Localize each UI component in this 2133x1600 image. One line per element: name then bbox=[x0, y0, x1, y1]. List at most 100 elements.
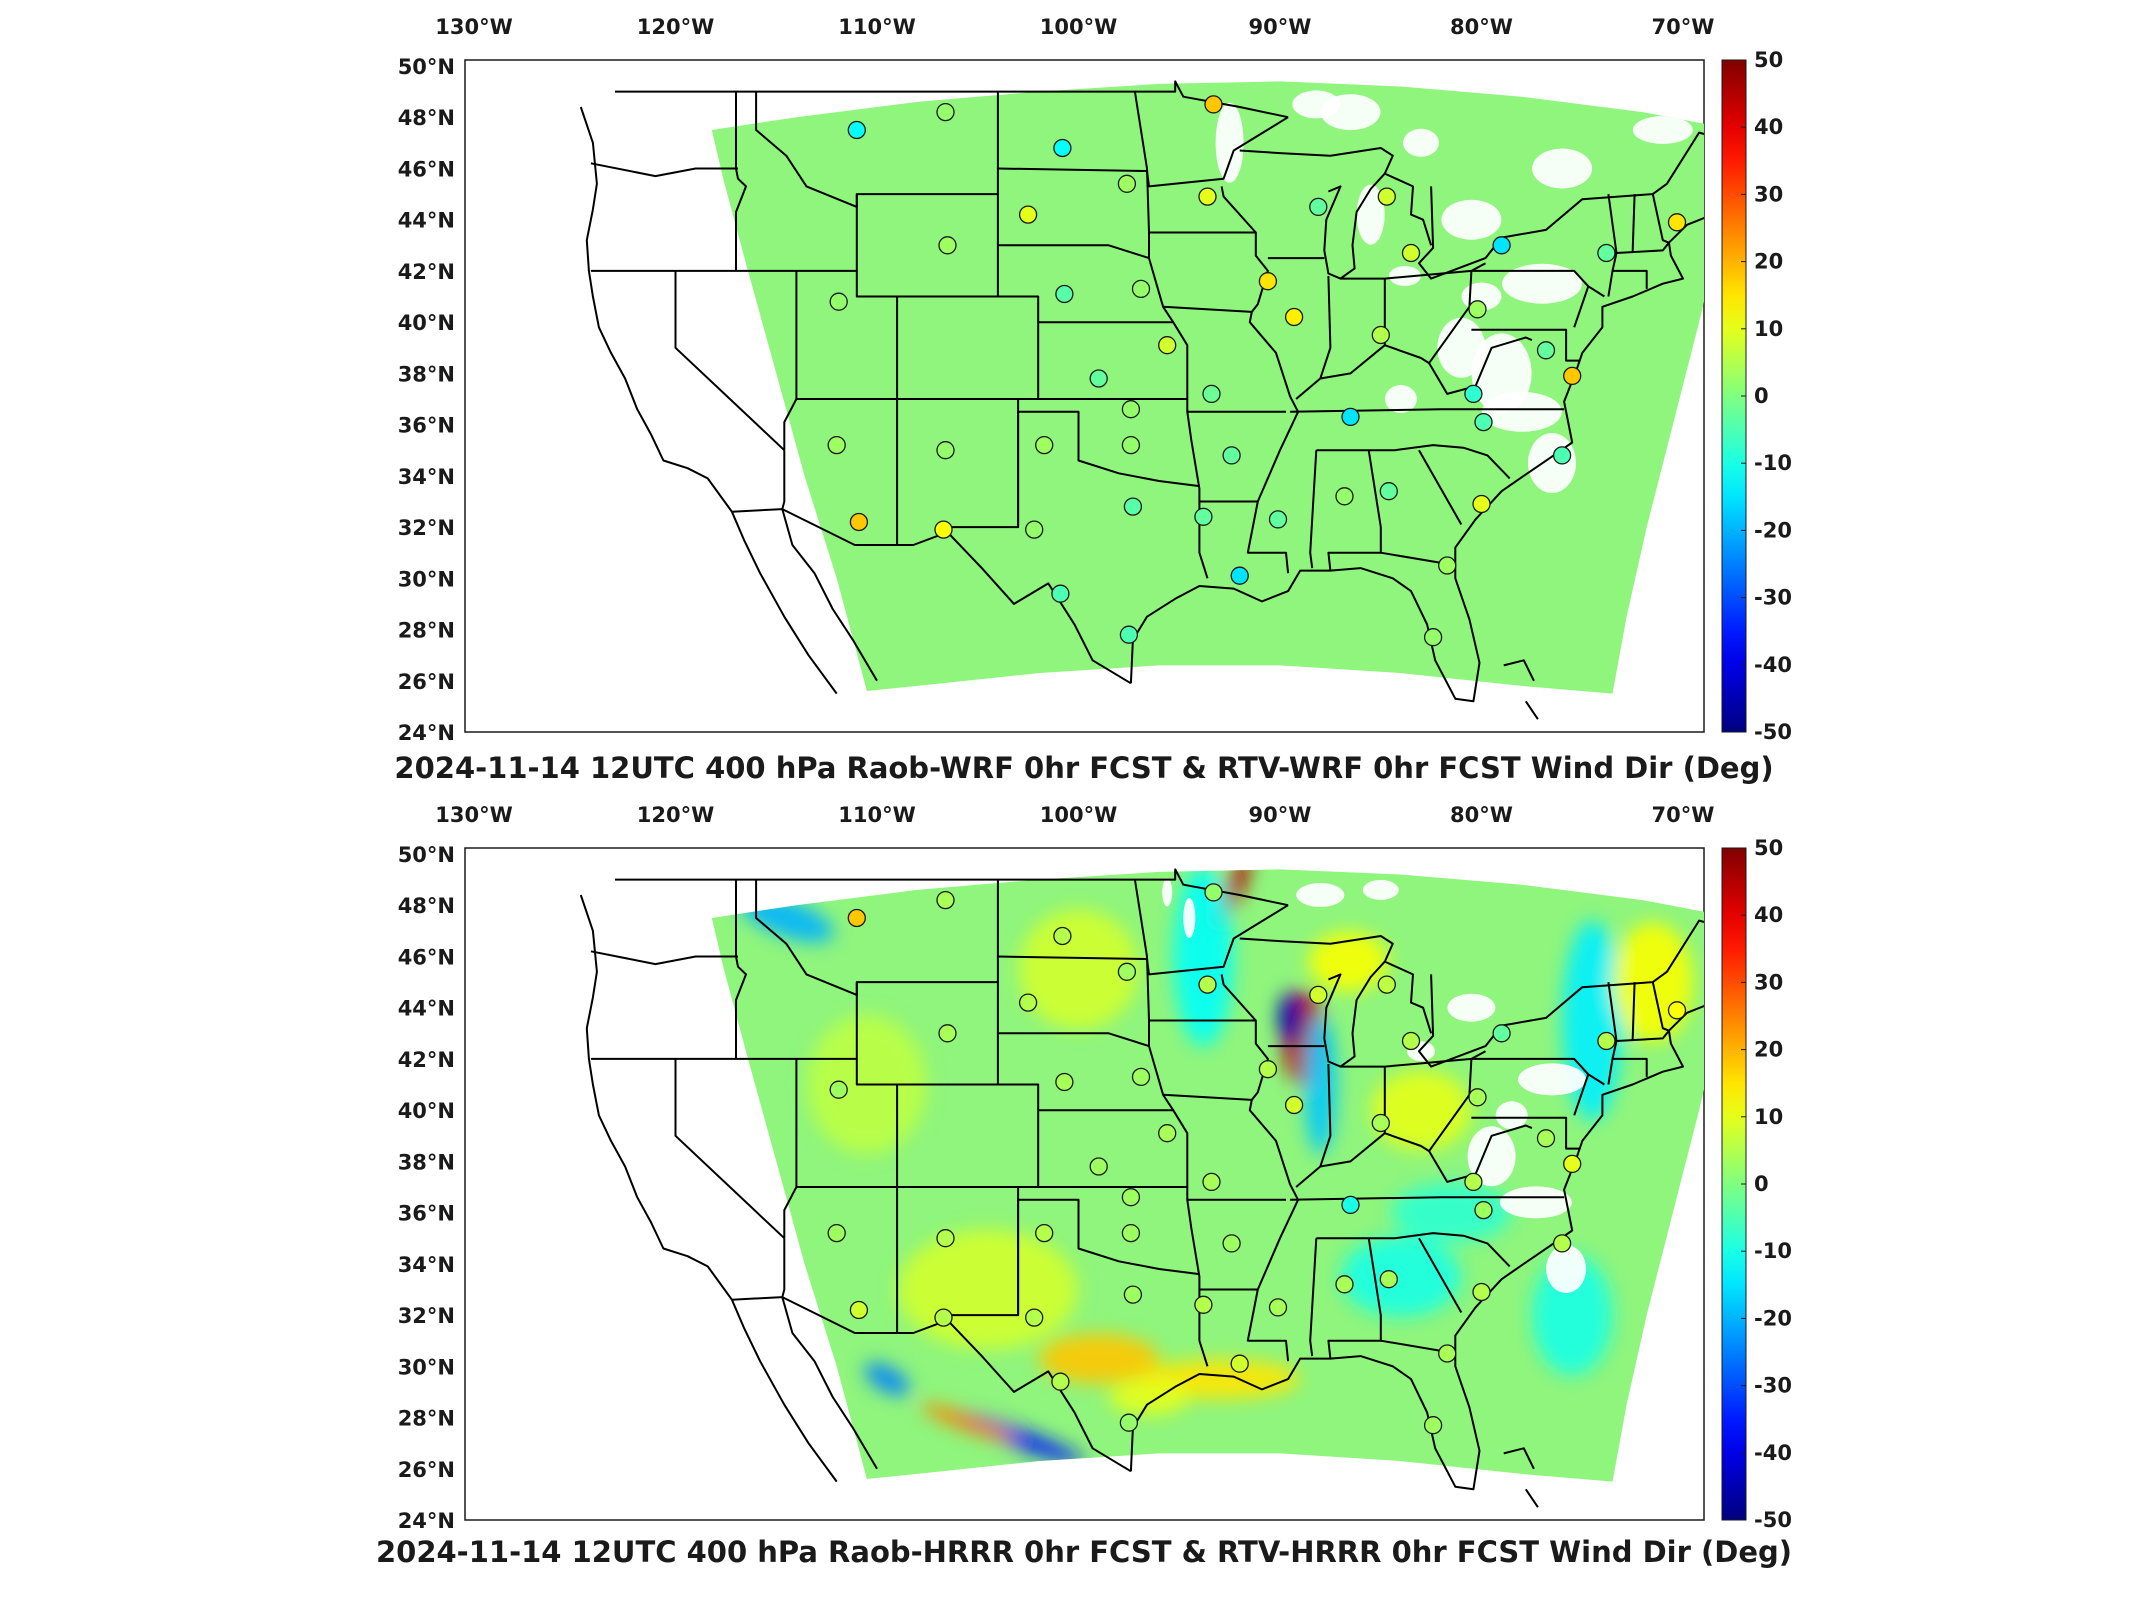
longitude-label: 90°W bbox=[1249, 15, 1312, 39]
raob-station-marker bbox=[1341, 1195, 1360, 1215]
boundary-line bbox=[730, 1299, 838, 1483]
raob-station-marker bbox=[1552, 446, 1572, 465]
boundary-line bbox=[1018, 410, 1200, 488]
raob-station-marker bbox=[1089, 1157, 1108, 1176]
missing-data-patch bbox=[1532, 148, 1593, 189]
raob-station-marker bbox=[934, 520, 953, 539]
missing-data-patch bbox=[1384, 385, 1417, 413]
boundary-line bbox=[1309, 450, 1318, 569]
missing-data-patch bbox=[1403, 128, 1439, 157]
raob-station-marker bbox=[1536, 1129, 1556, 1148]
boundary-line bbox=[731, 508, 1132, 685]
boundary-line bbox=[1320, 1132, 1386, 1168]
missing-data-patch bbox=[1162, 878, 1173, 907]
colorbar-tick-label: 40 bbox=[1754, 115, 1783, 139]
boundary-line bbox=[1384, 960, 1433, 1034]
raob-station-marker bbox=[1131, 1067, 1151, 1087]
missing-data-patch bbox=[1632, 116, 1693, 144]
missing-data-patch bbox=[1362, 879, 1399, 900]
raob-station-marker bbox=[1194, 1295, 1213, 1314]
raob-station-marker bbox=[1222, 1234, 1241, 1253]
boundary-line bbox=[1573, 1073, 1590, 1116]
boundary-line bbox=[1149, 1019, 1300, 1362]
latitude-label: 34°N bbox=[398, 465, 455, 489]
missing-data-patch bbox=[1546, 1245, 1587, 1293]
raob-station-marker bbox=[1055, 1072, 1074, 1092]
missing-data-patch bbox=[1447, 993, 1496, 1022]
boundary-line bbox=[1471, 1116, 1581, 1150]
field-anomaly bbox=[1018, 909, 1139, 1030]
field-anomaly bbox=[1371, 1070, 1471, 1151]
boundary-line bbox=[674, 270, 785, 451]
boundary-line bbox=[1607, 193, 1618, 297]
boundary-line bbox=[1133, 91, 1209, 579]
boundary-line bbox=[1503, 1447, 1535, 1470]
raob-station-marker bbox=[1268, 1298, 1288, 1317]
latitude-label: 28°N bbox=[398, 1407, 455, 1431]
raob-station-marker bbox=[934, 1308, 953, 1327]
field-anomaly bbox=[920, 1404, 1015, 1442]
raob-station-marker bbox=[1597, 243, 1616, 263]
boundary-line bbox=[755, 91, 998, 208]
boundary-line bbox=[1524, 700, 1539, 720]
longitude-label: 110°W bbox=[838, 15, 916, 39]
boundary-line bbox=[1133, 879, 1209, 1367]
boundary-line bbox=[1163, 305, 1252, 313]
missing-data-patch bbox=[1441, 199, 1502, 240]
latitude-label: 48°N bbox=[398, 106, 455, 130]
boundary-line bbox=[1631, 982, 1636, 1042]
raob-station-marker bbox=[1202, 384, 1221, 404]
missing-data-patch bbox=[1481, 391, 1562, 432]
raob-station-marker bbox=[1055, 284, 1074, 304]
raob-station-marker bbox=[1377, 187, 1396, 206]
boundary-line bbox=[997, 167, 1148, 172]
raob-station-marker bbox=[1053, 138, 1072, 158]
boundary-line bbox=[1149, 231, 1300, 574]
raob-station-marker bbox=[1597, 1031, 1616, 1051]
raob-station-marker bbox=[1123, 497, 1143, 516]
longitude-label: 80°W bbox=[1450, 15, 1513, 39]
boundary-line bbox=[1340, 262, 1486, 280]
boundary-line bbox=[1129, 1004, 1704, 1491]
latitude-label: 42°N bbox=[398, 260, 455, 284]
raob-station-marker bbox=[1204, 95, 1223, 114]
longitude-label: 120°W bbox=[637, 15, 715, 39]
latitude-labels-top: 50°N 48°N 46°N 44°N 42°N 40°N 38°N 36°N 34°N 32°N… bbox=[398, 55, 455, 745]
raob-station-marker bbox=[1117, 962, 1137, 981]
raob-station-marker bbox=[1379, 482, 1398, 501]
raob-station-marker bbox=[1194, 507, 1213, 526]
colorbar-tick-label: -40 bbox=[1754, 1441, 1792, 1465]
raob-station-marker bbox=[1401, 1031, 1421, 1051]
longitude-label: 100°W bbox=[1040, 15, 1118, 39]
raob-station-marker bbox=[1051, 584, 1070, 603]
missing-data-patch bbox=[1495, 1101, 1528, 1130]
colorbar-tick-label: -20 bbox=[1754, 518, 1792, 542]
boundary-line bbox=[735, 91, 747, 271]
station-markers-bottom bbox=[827, 883, 1687, 1435]
latitude-label: 34°N bbox=[398, 1253, 455, 1277]
boundary-line bbox=[1418, 919, 1704, 1068]
raob-station-marker bbox=[1035, 435, 1054, 455]
boundary-line bbox=[1471, 1057, 1605, 1086]
raob-station-marker bbox=[827, 1223, 846, 1243]
latitude-label: 38°N bbox=[398, 1150, 455, 1174]
boundary-line bbox=[590, 162, 738, 178]
raob-station-marker bbox=[1204, 883, 1223, 902]
longitude-label: 110°W bbox=[838, 803, 916, 827]
field-anomaly bbox=[864, 1362, 910, 1396]
boundary-line bbox=[1146, 904, 1289, 976]
raob-station-marker bbox=[1198, 187, 1217, 206]
boundary-line bbox=[1612, 1057, 1648, 1077]
raob-station-marker bbox=[1121, 1188, 1141, 1207]
raob-station-marker bbox=[829, 292, 848, 311]
raob-station-marker bbox=[1492, 236, 1511, 255]
boundary-line bbox=[1651, 981, 1670, 1032]
map-panel-top: 130°W 120°W 110°W 100°W 90°W 80°W 70°W 50°N 48°… bbox=[394, 15, 1773, 785]
boundary-line bbox=[1295, 1063, 1332, 1188]
missing-data-patch bbox=[1296, 883, 1345, 907]
boundary-line bbox=[781, 1238, 786, 1298]
colorbar-tick-label: -30 bbox=[1754, 586, 1792, 610]
field-anomaly bbox=[1308, 931, 1389, 992]
boundary-line bbox=[1163, 1093, 1252, 1101]
